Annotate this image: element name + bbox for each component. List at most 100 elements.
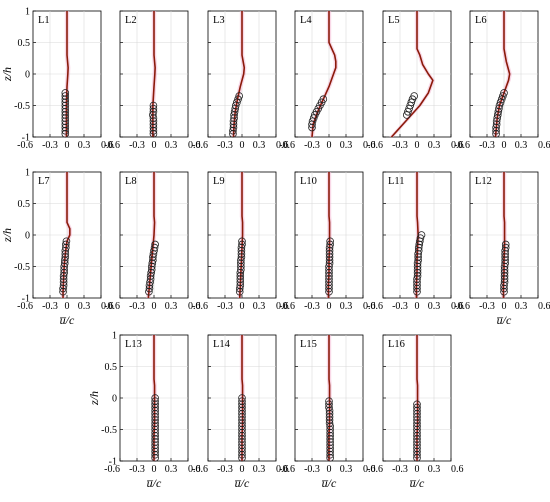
- panel-l12: L12 -0.6 -0.3 0 0.3 0.6: [454, 171, 550, 312]
- x-tick-label: 0.3: [515, 301, 528, 312]
- measurement-point: [413, 428, 421, 437]
- measurement-point: [413, 454, 421, 462]
- y-tick-label: -1: [109, 457, 117, 468]
- measurement-point: [325, 416, 334, 424]
- measurement-point: [59, 272, 68, 280]
- x-tick-label: 0.3: [165, 464, 178, 475]
- measurement-point: [151, 441, 159, 450]
- measurement-point: [238, 454, 246, 462]
- y-tick-label: -0.5: [14, 101, 30, 112]
- y-tick-label: -1: [22, 133, 30, 144]
- measurement-point: [414, 243, 423, 252]
- measurement-point: [492, 130, 500, 138]
- x-tick-label: 0.6: [188, 140, 201, 151]
- measurement-point: [500, 272, 509, 280]
- measurement-point: [229, 126, 237, 135]
- x-tick-label: -0.3: [129, 464, 145, 475]
- x-tick-label: -0.3: [42, 140, 58, 151]
- y-tick-label: -0.5: [101, 425, 117, 436]
- x-tick-label: -0.3: [392, 301, 408, 312]
- measurement-point: [145, 287, 153, 296]
- measurement-point: [326, 428, 334, 437]
- measurement-point: [149, 117, 158, 126]
- measurement-point: [147, 262, 156, 271]
- measurement-point: [326, 431, 334, 440]
- measurement-point: [229, 130, 237, 138]
- panel-l1: L1 -0.6 -0.3 0 0.3 0.6 1 0.5 0 -0.5 -1 z/h: [0, 7, 114, 152]
- y-tick-label: 1: [112, 331, 117, 342]
- panel-label: L7: [38, 176, 50, 187]
- x-tick-label: 0.3: [78, 140, 91, 151]
- measurement-point: [413, 438, 421, 446]
- measurement-point: [414, 253, 422, 261]
- x-tick-label: 0.3: [253, 464, 266, 475]
- measurement-point: [325, 413, 334, 421]
- x-tick-label: 0.6: [276, 140, 289, 151]
- panel-l9: L9 -0.6 -0.3 0 0.3 0.6: [192, 171, 289, 312]
- measurement-point: [238, 431, 246, 440]
- x-tick-label: 0.6: [538, 301, 550, 312]
- x-tick-label: 0.6: [451, 464, 464, 475]
- measurement-point: [500, 262, 509, 271]
- measurement-point: [62, 243, 70, 252]
- measurement-point: [413, 265, 422, 274]
- measurement-point: [326, 444, 334, 453]
- panel-l5: L5 -0.6 -0.3 0 0.3 0.6: [367, 10, 464, 151]
- measurement-point: [149, 120, 158, 129]
- panel-label: L3: [213, 15, 225, 26]
- measurement-point: [236, 278, 245, 287]
- measurement-point: [325, 406, 334, 415]
- x-tick-label: 0: [240, 464, 245, 475]
- measurement-point: [501, 256, 509, 265]
- measurement-point: [414, 256, 422, 265]
- measurement-point: [325, 265, 333, 274]
- x-tick-label: 0: [152, 464, 157, 475]
- y-tick-label: 0: [112, 394, 117, 405]
- measurement-point: [325, 409, 334, 418]
- measurement-point: [60, 259, 69, 268]
- x-tick-label: -0.6: [104, 301, 120, 312]
- x-tick-label: -0.3: [392, 140, 408, 151]
- x-tick-label: -0.3: [479, 301, 495, 312]
- x-tick-label: -0.3: [479, 140, 495, 151]
- measurement-point: [61, 95, 70, 103]
- measurement-point: [492, 117, 501, 126]
- measurement-point: [61, 111, 70, 119]
- measurement-point: [59, 287, 67, 296]
- measurement-point: [238, 450, 246, 459]
- measurement-point: [229, 120, 238, 129]
- measurement-point: [151, 428, 159, 437]
- measurement-point: [235, 287, 244, 296]
- measurement-point: [230, 108, 239, 116]
- measurement-point: [413, 409, 421, 418]
- measurement-point: [238, 425, 246, 434]
- x-tick-label: -0.3: [217, 301, 233, 312]
- measurement-point: [151, 416, 159, 424]
- measurement-point: [325, 256, 334, 265]
- measurement-point: [61, 123, 70, 132]
- panel-l6: L6 -0.6 -0.3 0 0.3 0.6: [454, 10, 550, 151]
- x-tick-label: -0.6: [17, 301, 33, 312]
- measurement-point: [500, 265, 509, 274]
- measurement-point: [413, 416, 421, 424]
- measurement-point: [61, 92, 70, 100]
- measurement-point: [238, 394, 246, 402]
- measurement-point: [61, 104, 70, 113]
- x-tick-label: -0.6: [17, 140, 33, 151]
- x-tick-label: -0.6: [279, 464, 295, 475]
- measurement-point: [235, 284, 244, 293]
- measurement-point: [325, 243, 334, 252]
- measurement-point: [413, 435, 421, 443]
- measurement-point: [149, 130, 158, 138]
- x-axis-label: u̅/c: [410, 476, 425, 490]
- x-tick-label: -0.6: [192, 140, 208, 151]
- x-tick-label: -0.3: [129, 140, 145, 151]
- measurement-point: [151, 450, 159, 459]
- measurement-point: [238, 237, 246, 246]
- x-tick-label: 0: [65, 140, 70, 151]
- measurement-point: [237, 265, 245, 274]
- measurement-point: [500, 275, 509, 283]
- x-tick-label: 0.3: [165, 140, 178, 151]
- y-axis-label: z/h: [0, 228, 14, 243]
